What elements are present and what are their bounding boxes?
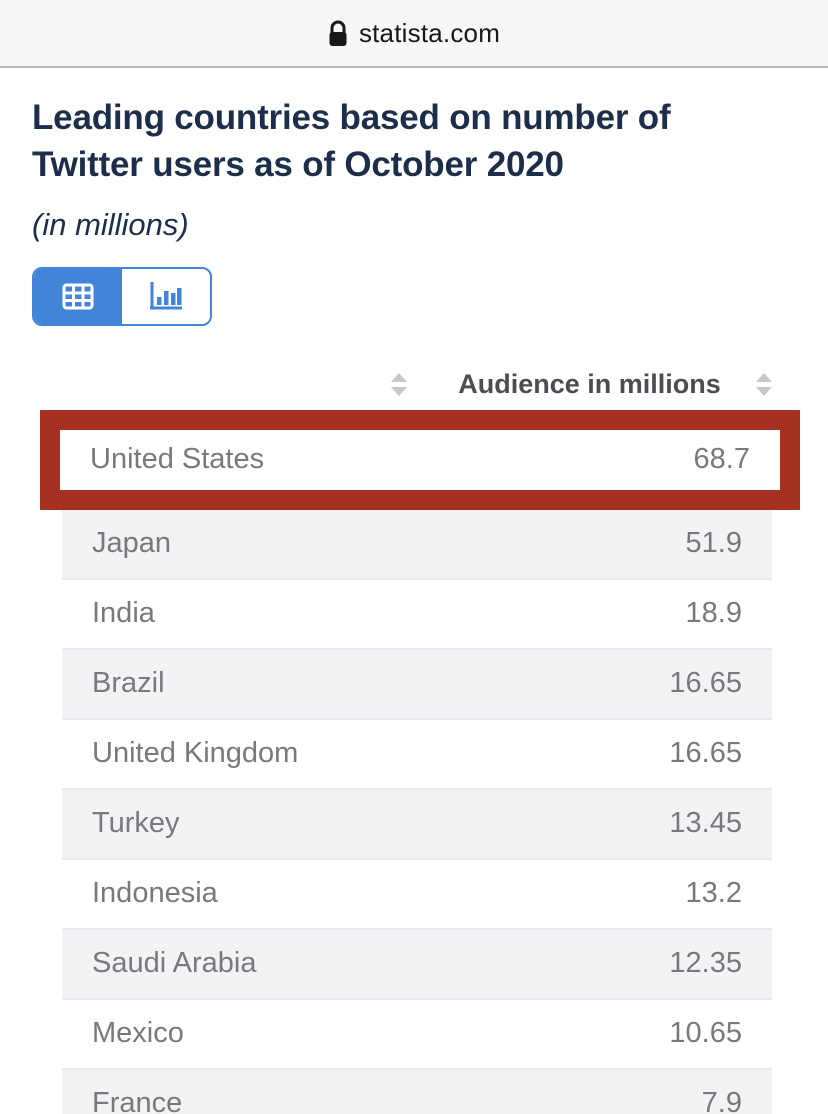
country-cell: Indonesia (92, 877, 218, 909)
view-toggle (32, 266, 212, 326)
value-cell: 68.7 (693, 443, 750, 475)
page-title: Leading countries based on number of Twi… (32, 98, 671, 185)
table-row: India 18.9 (62, 580, 772, 650)
value-cell: 13.45 (669, 807, 742, 839)
bar-chart-icon (149, 281, 183, 311)
table-row: Indonesia 13.2 (62, 860, 772, 930)
value-cell: 16.65 (669, 667, 742, 699)
country-cell: Brazil (92, 667, 165, 699)
country-cell: United States (90, 443, 265, 475)
browser-address-bar[interactable]: statista.com (0, 0, 828, 68)
data-table: Audience in millions United States 68.7 … (40, 362, 800, 1114)
country-cell: India (92, 597, 155, 629)
table-row: Mexico 10.65 (62, 1000, 772, 1070)
value-cell: 51.9 (685, 527, 742, 559)
page-subtitle: (in millions) (32, 206, 189, 242)
table-row: Turkey 13.45 (62, 789, 772, 860)
table-icon (62, 283, 94, 310)
highlight-annotation: United States 68.7 (40, 409, 800, 510)
country-cell: Saudi Arabia (92, 947, 257, 979)
table-row: Saudi Arabia 12.35 (62, 929, 772, 1000)
table-row: Japan 51.9 (62, 509, 772, 580)
value-cell: 7.9 (701, 1087, 742, 1114)
page-content: Leading countries based on number of Twi… (0, 68, 828, 1114)
country-column-header (62, 373, 407, 396)
table-row: United States 68.7 (60, 430, 780, 490)
table-row: United Kingdom 16.65 (62, 720, 772, 790)
value-cell: 16.65 (669, 737, 742, 769)
table-row: France 7.9 (62, 1069, 772, 1114)
value-cell: 12.35 (669, 947, 742, 979)
value-cell: 13.2 (685, 877, 742, 909)
audience-column-header[interactable]: Audience in millions (407, 369, 772, 400)
table-header: Audience in millions (62, 362, 772, 410)
lock-icon (328, 20, 348, 47)
country-cell: France (92, 1087, 183, 1114)
audience-column-label: Audience in millions (458, 369, 721, 399)
audience-sort-icon[interactable] (756, 373, 772, 396)
url-text: statista.com (358, 17, 501, 48)
country-cell: Turkey (92, 807, 180, 839)
country-cell: United Kingdom (92, 737, 299, 769)
value-cell: 18.9 (685, 597, 742, 629)
country-sort-icon[interactable] (391, 373, 407, 396)
table-view-button[interactable] (34, 268, 122, 324)
value-cell: 10.65 (669, 1017, 742, 1049)
country-cell: Japan (92, 527, 172, 559)
table-row: Brazil 16.65 (62, 649, 772, 720)
chart-view-button[interactable] (122, 268, 210, 324)
country-cell: Mexico (92, 1017, 184, 1049)
